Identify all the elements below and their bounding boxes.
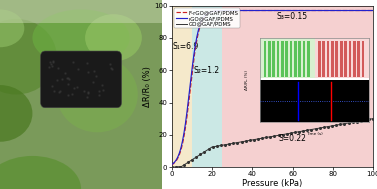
F-rGO@GAF/PDMS xyxy=(288,9,293,12)
Ellipse shape xyxy=(85,14,142,61)
GO@GAF/PDMS xyxy=(304,129,308,132)
Ellipse shape xyxy=(0,19,57,95)
Line: rGO@GAF/PDMS: rGO@GAF/PDMS xyxy=(172,11,373,165)
Bar xyxy=(192,6,222,167)
GO@GAF/PDMS xyxy=(261,137,265,139)
rGO@GAF/PDMS xyxy=(221,9,226,12)
GO@GAF/PDMS xyxy=(288,132,293,134)
F-rGO@GAF/PDMS xyxy=(205,13,210,15)
Text: S₃=0.15: S₃=0.15 xyxy=(276,12,308,22)
Line: GO@GAF/PDMS: GO@GAF/PDMS xyxy=(172,119,373,167)
Legend: F-rGO@GAF/PDMS, rGO@GAF/PDMS, GO@GAF/PDMS: F-rGO@GAF/PDMS, rGO@GAF/PDMS, GO@GAF/PDM… xyxy=(174,9,241,29)
rGO@GAF/PDMS xyxy=(169,163,174,166)
F-rGO@GAF/PDMS xyxy=(353,9,357,12)
Ellipse shape xyxy=(0,85,32,142)
F-rGO@GAF/PDMS xyxy=(371,9,375,12)
F-rGO@GAF/PDMS xyxy=(221,9,226,12)
Bar xyxy=(222,6,373,167)
Ellipse shape xyxy=(32,9,130,66)
GO@GAF/PDMS xyxy=(169,166,174,168)
F-rGO@GAF/PDMS xyxy=(169,164,174,166)
Ellipse shape xyxy=(0,156,81,189)
F-rGO@GAF/PDMS xyxy=(304,9,308,12)
FancyBboxPatch shape xyxy=(40,51,121,108)
Bar xyxy=(0,0,162,23)
rGO@GAF/PDMS xyxy=(205,12,210,15)
GO@GAF/PDMS xyxy=(321,126,326,129)
F-rGO@GAF/PDMS xyxy=(321,9,326,12)
GO@GAF/PDMS xyxy=(221,144,226,146)
rGO@GAF/PDMS xyxy=(371,9,375,12)
F-rGO@GAF/PDMS xyxy=(261,9,265,12)
Y-axis label: ΔR/R₀ (%): ΔR/R₀ (%) xyxy=(144,66,152,107)
Bar xyxy=(172,6,192,167)
Line: F-rGO@GAF/PDMS: F-rGO@GAF/PDMS xyxy=(172,11,373,165)
X-axis label: Pressure (kPa): Pressure (kPa) xyxy=(242,179,302,188)
Text: S₂=1.2: S₂=1.2 xyxy=(194,66,220,75)
GO@GAF/PDMS xyxy=(205,149,210,151)
rGO@GAF/PDMS xyxy=(321,9,326,12)
GO@GAF/PDMS xyxy=(371,118,375,120)
rGO@GAF/PDMS xyxy=(304,9,308,12)
Text: S=0.22: S=0.22 xyxy=(279,134,306,143)
rGO@GAF/PDMS xyxy=(261,9,265,12)
Ellipse shape xyxy=(57,57,138,132)
Text: S₁=6.9: S₁=6.9 xyxy=(173,42,199,51)
Ellipse shape xyxy=(0,9,24,47)
rGO@GAF/PDMS xyxy=(352,9,357,12)
rGO@GAF/PDMS xyxy=(288,9,293,12)
